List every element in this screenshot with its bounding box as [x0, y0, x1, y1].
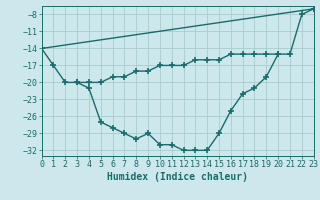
X-axis label: Humidex (Indice chaleur): Humidex (Indice chaleur): [107, 172, 248, 182]
